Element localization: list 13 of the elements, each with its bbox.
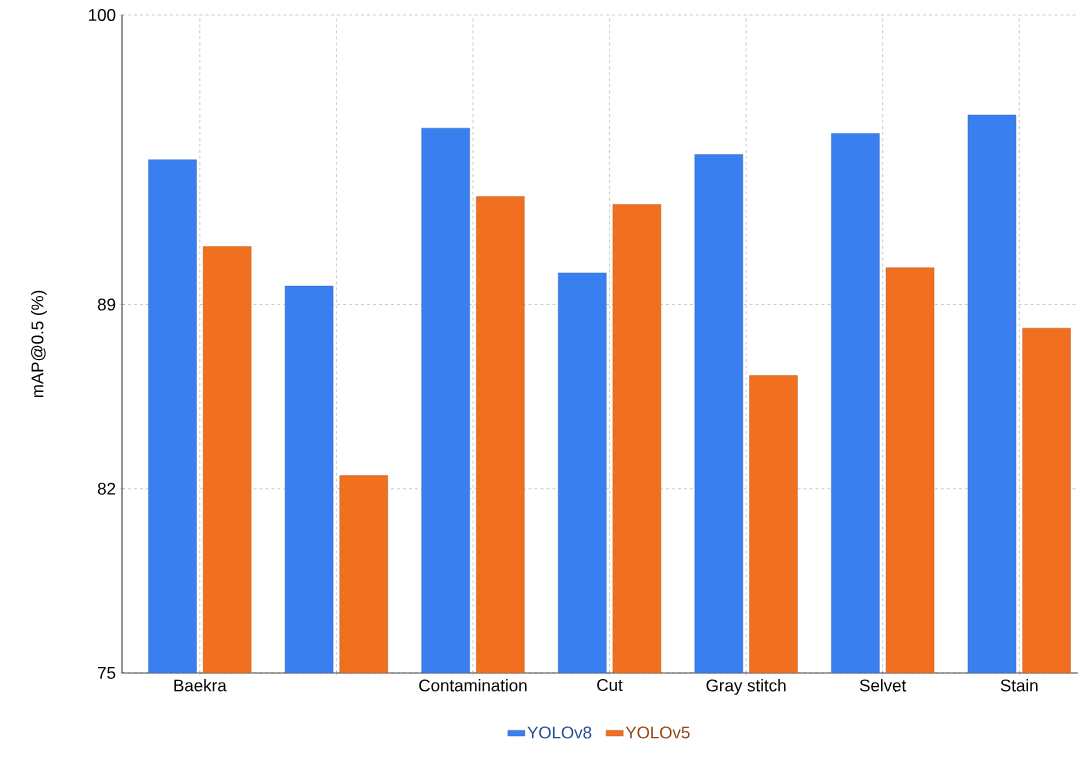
x-tick-label: Cut xyxy=(597,679,623,692)
legend-label: YOLOv8 xyxy=(527,726,592,739)
legend-label: YOLOv5 xyxy=(625,726,690,739)
y-axis-title: mAP@0.5 (%) xyxy=(31,290,47,398)
x-tick-label: Baekra xyxy=(174,679,227,692)
y-tick-label: 75 xyxy=(98,667,116,679)
x-tick-label: Gray stitch xyxy=(706,679,786,695)
y-tick-label: 82 xyxy=(97,482,116,495)
x-tick-label: Stain xyxy=(1000,679,1038,692)
x-tick-label: Contamination xyxy=(419,679,527,692)
y-tick-label: 89 xyxy=(97,298,116,311)
x-tick-label: Selvet xyxy=(859,679,907,692)
y-tick-label: 100 xyxy=(89,9,116,21)
